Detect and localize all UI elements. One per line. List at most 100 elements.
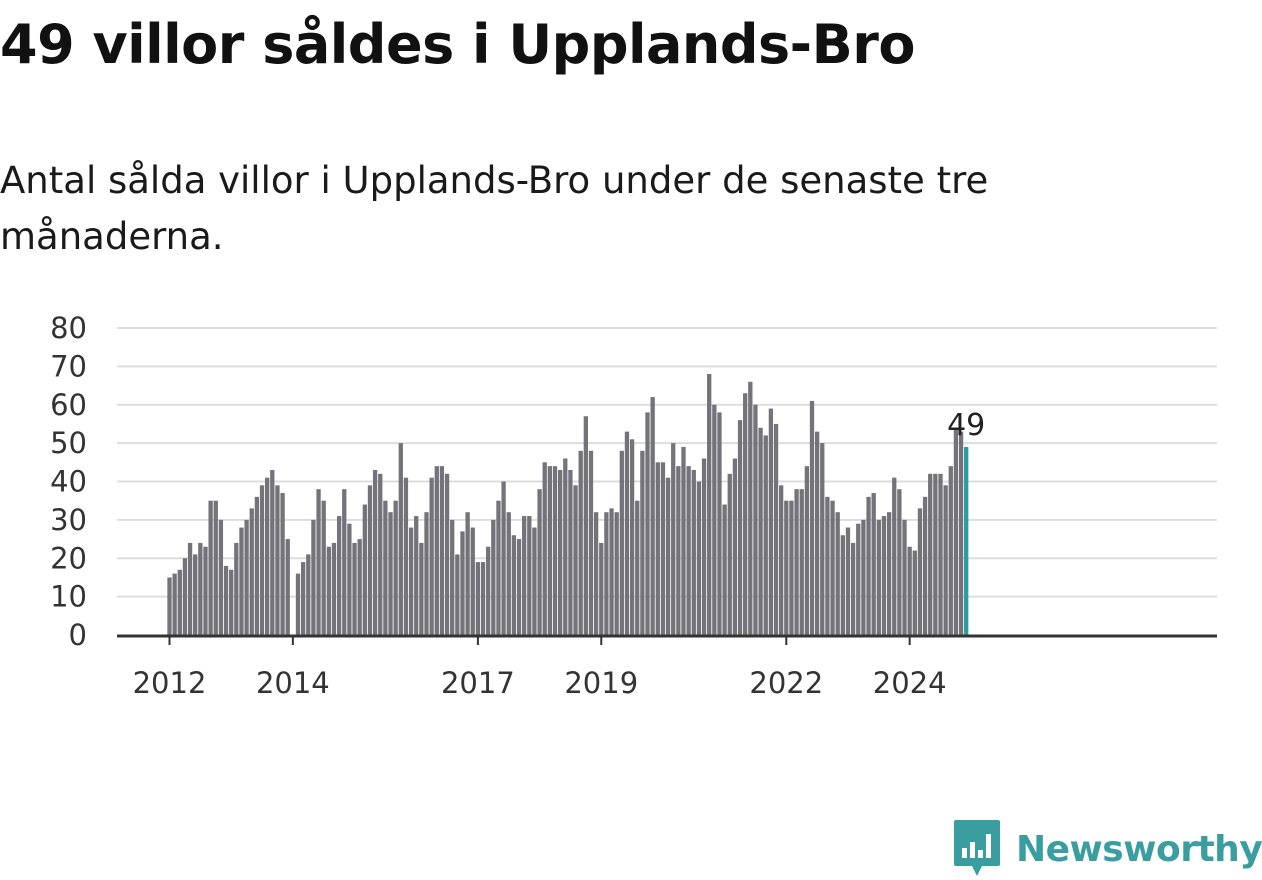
bar: [213, 500, 218, 635]
bar: [429, 477, 434, 635]
bar: [455, 554, 460, 635]
bar: [701, 458, 707, 635]
bar: [486, 546, 491, 635]
bar: [172, 573, 177, 635]
x-tick-label: 2022: [749, 666, 823, 700]
bar: [794, 489, 799, 635]
bar: [229, 569, 234, 635]
bar: [265, 477, 270, 635]
bar: [599, 542, 604, 635]
bar: [912, 550, 917, 635]
bar: [280, 493, 285, 635]
bar: [419, 542, 424, 635]
bar: [347, 523, 352, 635]
bar: [439, 466, 445, 635]
bar: [244, 519, 249, 635]
bar: [748, 381, 753, 635]
bar: [182, 558, 188, 635]
bar: [892, 477, 897, 635]
bar: [665, 477, 671, 635]
bar: [295, 573, 301, 635]
bar: [285, 539, 290, 635]
bar: [537, 489, 542, 635]
bar: [578, 450, 583, 635]
bar: [830, 500, 835, 635]
bar: [465, 512, 470, 635]
x-axis-ticks: 2012 2014 2017 2019 2022 2024: [133, 637, 947, 700]
bar: [527, 516, 532, 635]
y-axis-ticks: 0 10 20 30 40 50 60 70 80: [50, 311, 87, 652]
brand-footer: Newsworthy: [952, 818, 1262, 880]
bar: [845, 527, 851, 635]
bar: [552, 466, 558, 635]
bar: [861, 519, 866, 635]
bar: [342, 489, 347, 635]
bar: [886, 512, 892, 635]
bar: [547, 466, 553, 635]
y-tick-label: 20: [50, 541, 87, 575]
x-tick-label: 2019: [564, 666, 638, 700]
bar: [691, 469, 696, 635]
bar: [953, 427, 959, 635]
bar: [187, 542, 193, 635]
bar: [614, 512, 619, 635]
bar: [938, 473, 943, 635]
bar: [331, 542, 337, 635]
bar: [501, 481, 506, 635]
last-value-annotation: 49: [947, 408, 985, 443]
bars: [167, 374, 969, 635]
bar: [563, 458, 568, 635]
bar: [604, 512, 609, 635]
bar: [167, 577, 172, 635]
bar: [732, 458, 738, 635]
bar: [645, 412, 650, 635]
bar: [799, 489, 804, 635]
bar: [568, 469, 573, 635]
bar: [609, 508, 614, 635]
y-tick-label: 50: [50, 426, 87, 460]
bar: [234, 542, 239, 635]
bar: [450, 519, 455, 635]
bar: [383, 500, 388, 635]
y-tick-label: 40: [50, 465, 87, 499]
bar: [758, 427, 763, 635]
bar: [696, 481, 702, 635]
bar: [958, 431, 964, 635]
bar: [660, 462, 666, 635]
bar: [516, 539, 522, 635]
bar: [743, 393, 748, 635]
bar: [357, 539, 362, 635]
bar: [316, 489, 321, 635]
x-tick-label: 2014: [256, 666, 330, 700]
y-tick-label: 80: [50, 311, 87, 345]
y-tick-label: 70: [50, 349, 87, 383]
bar: [902, 519, 907, 635]
bar: [804, 466, 810, 635]
x-tick-label: 2024: [873, 666, 947, 700]
bar: [789, 500, 794, 635]
bar: [825, 496, 830, 635]
bar: [727, 473, 732, 635]
bar: [326, 546, 331, 635]
bar: [712, 404, 717, 635]
bar: [522, 516, 527, 635]
bar: [881, 516, 887, 635]
bar: [907, 546, 912, 635]
bar: [367, 485, 373, 635]
bar: [619, 450, 624, 635]
bar: [768, 408, 774, 635]
y-tick-label: 10: [50, 580, 87, 614]
bar: [917, 508, 923, 635]
bar: [583, 416, 588, 635]
bar: [542, 462, 547, 635]
bar: [398, 443, 403, 635]
bar: [434, 466, 439, 635]
bar: [835, 512, 840, 635]
bar: [588, 450, 594, 635]
brand-name: Newsworthy: [1016, 828, 1262, 870]
bar: [717, 412, 722, 635]
bar: [809, 400, 815, 635]
bar: [640, 450, 645, 635]
x-tick-label: 2017: [441, 666, 515, 700]
